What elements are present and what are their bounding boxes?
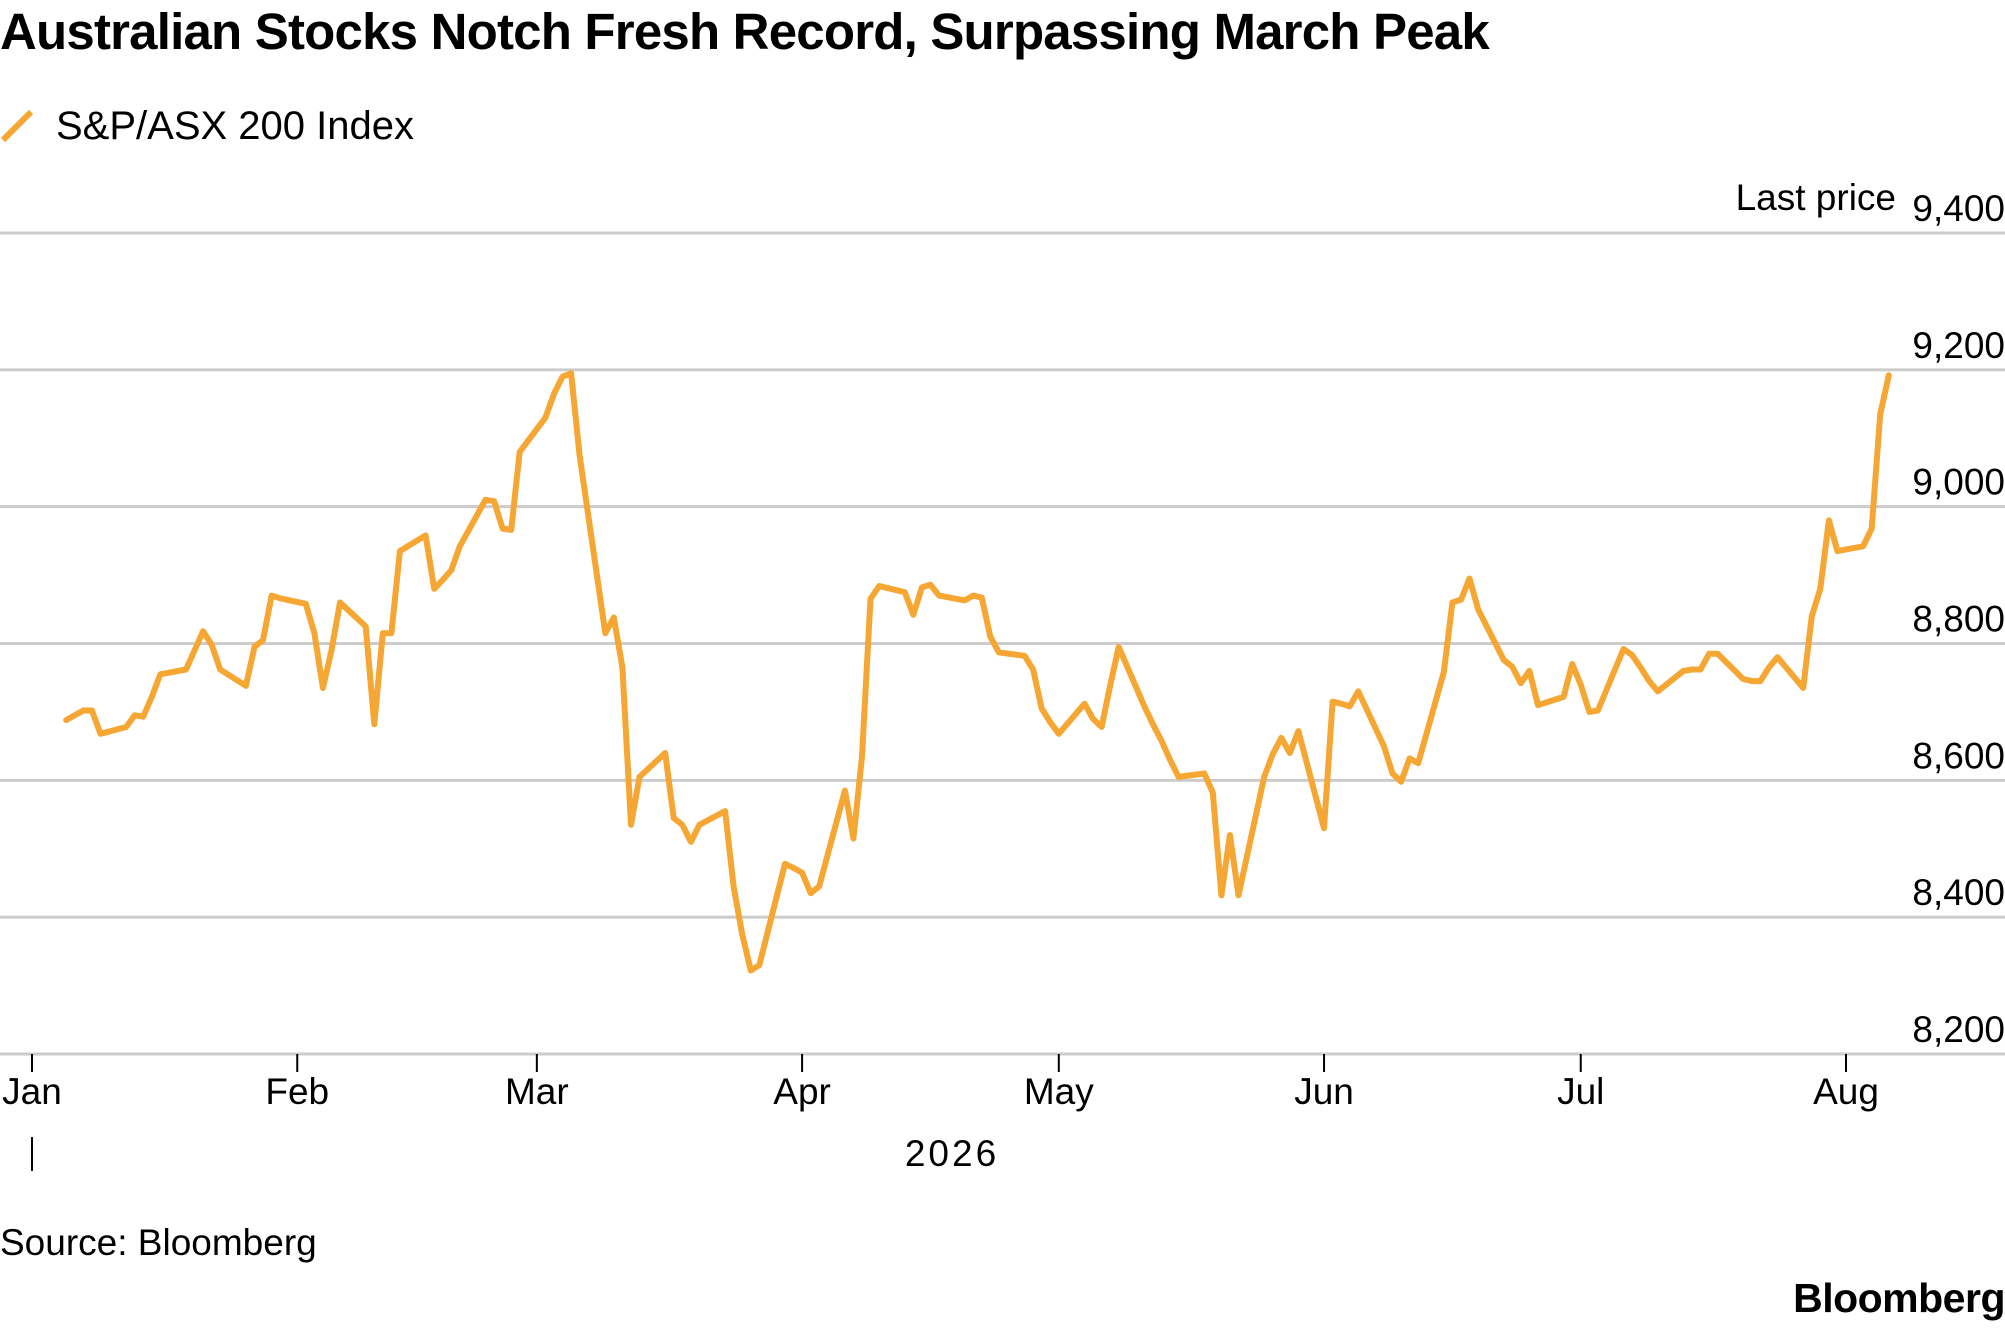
legend: S&P/ASX 200 Index	[0, 98, 414, 154]
last-price-label: Last price	[1736, 177, 1896, 218]
x-tick-label: Aug	[1813, 1071, 1879, 1112]
y-tick-label: 8,600	[1912, 735, 2005, 776]
series-line-sp-asx-200	[63, 370, 1892, 974]
y-tick-label: 9,200	[1912, 325, 2005, 366]
y-axis-tick-labels: 8,200 8,400 8,600 8,800 9,000 9,200 9,400	[1912, 188, 2005, 1050]
y-tick-label: 8,200	[1912, 1009, 2005, 1050]
legend-swatch	[0, 109, 34, 143]
x-tick-label: Feb	[265, 1071, 329, 1112]
y-tick-label: 9,000	[1912, 462, 2005, 503]
chart-title: Australian Stocks Notch Fresh Record, Su…	[0, 3, 1490, 60]
x-tick-label: Mar	[505, 1071, 569, 1112]
gridlines	[0, 231, 2005, 919]
source-note: Source: Bloomberg	[0, 1222, 317, 1263]
y-tick-label: 8,800	[1912, 599, 2005, 640]
series-lines	[63, 370, 1892, 974]
bloomberg-logo: Bloomberg	[1793, 1275, 2005, 1321]
x-tick-label: May	[1024, 1071, 1094, 1112]
x-tick-label: Apr	[773, 1071, 831, 1112]
x-tick-label: Jan	[2, 1071, 62, 1112]
legend-label: S&P/ASX 200 Index	[56, 103, 415, 148]
y-tick-label: 9,400	[1912, 188, 2005, 229]
x-tick-label: Jun	[1294, 1071, 1354, 1112]
x-axis-ticks: Jan Feb Mar Apr May Jun Jul Aug	[2, 1054, 1879, 1112]
y-tick-label: 8,400	[1912, 872, 2005, 913]
x-axis-year-label: 2026	[905, 1133, 999, 1174]
x-tick-label: Jul	[1557, 1071, 1604, 1112]
